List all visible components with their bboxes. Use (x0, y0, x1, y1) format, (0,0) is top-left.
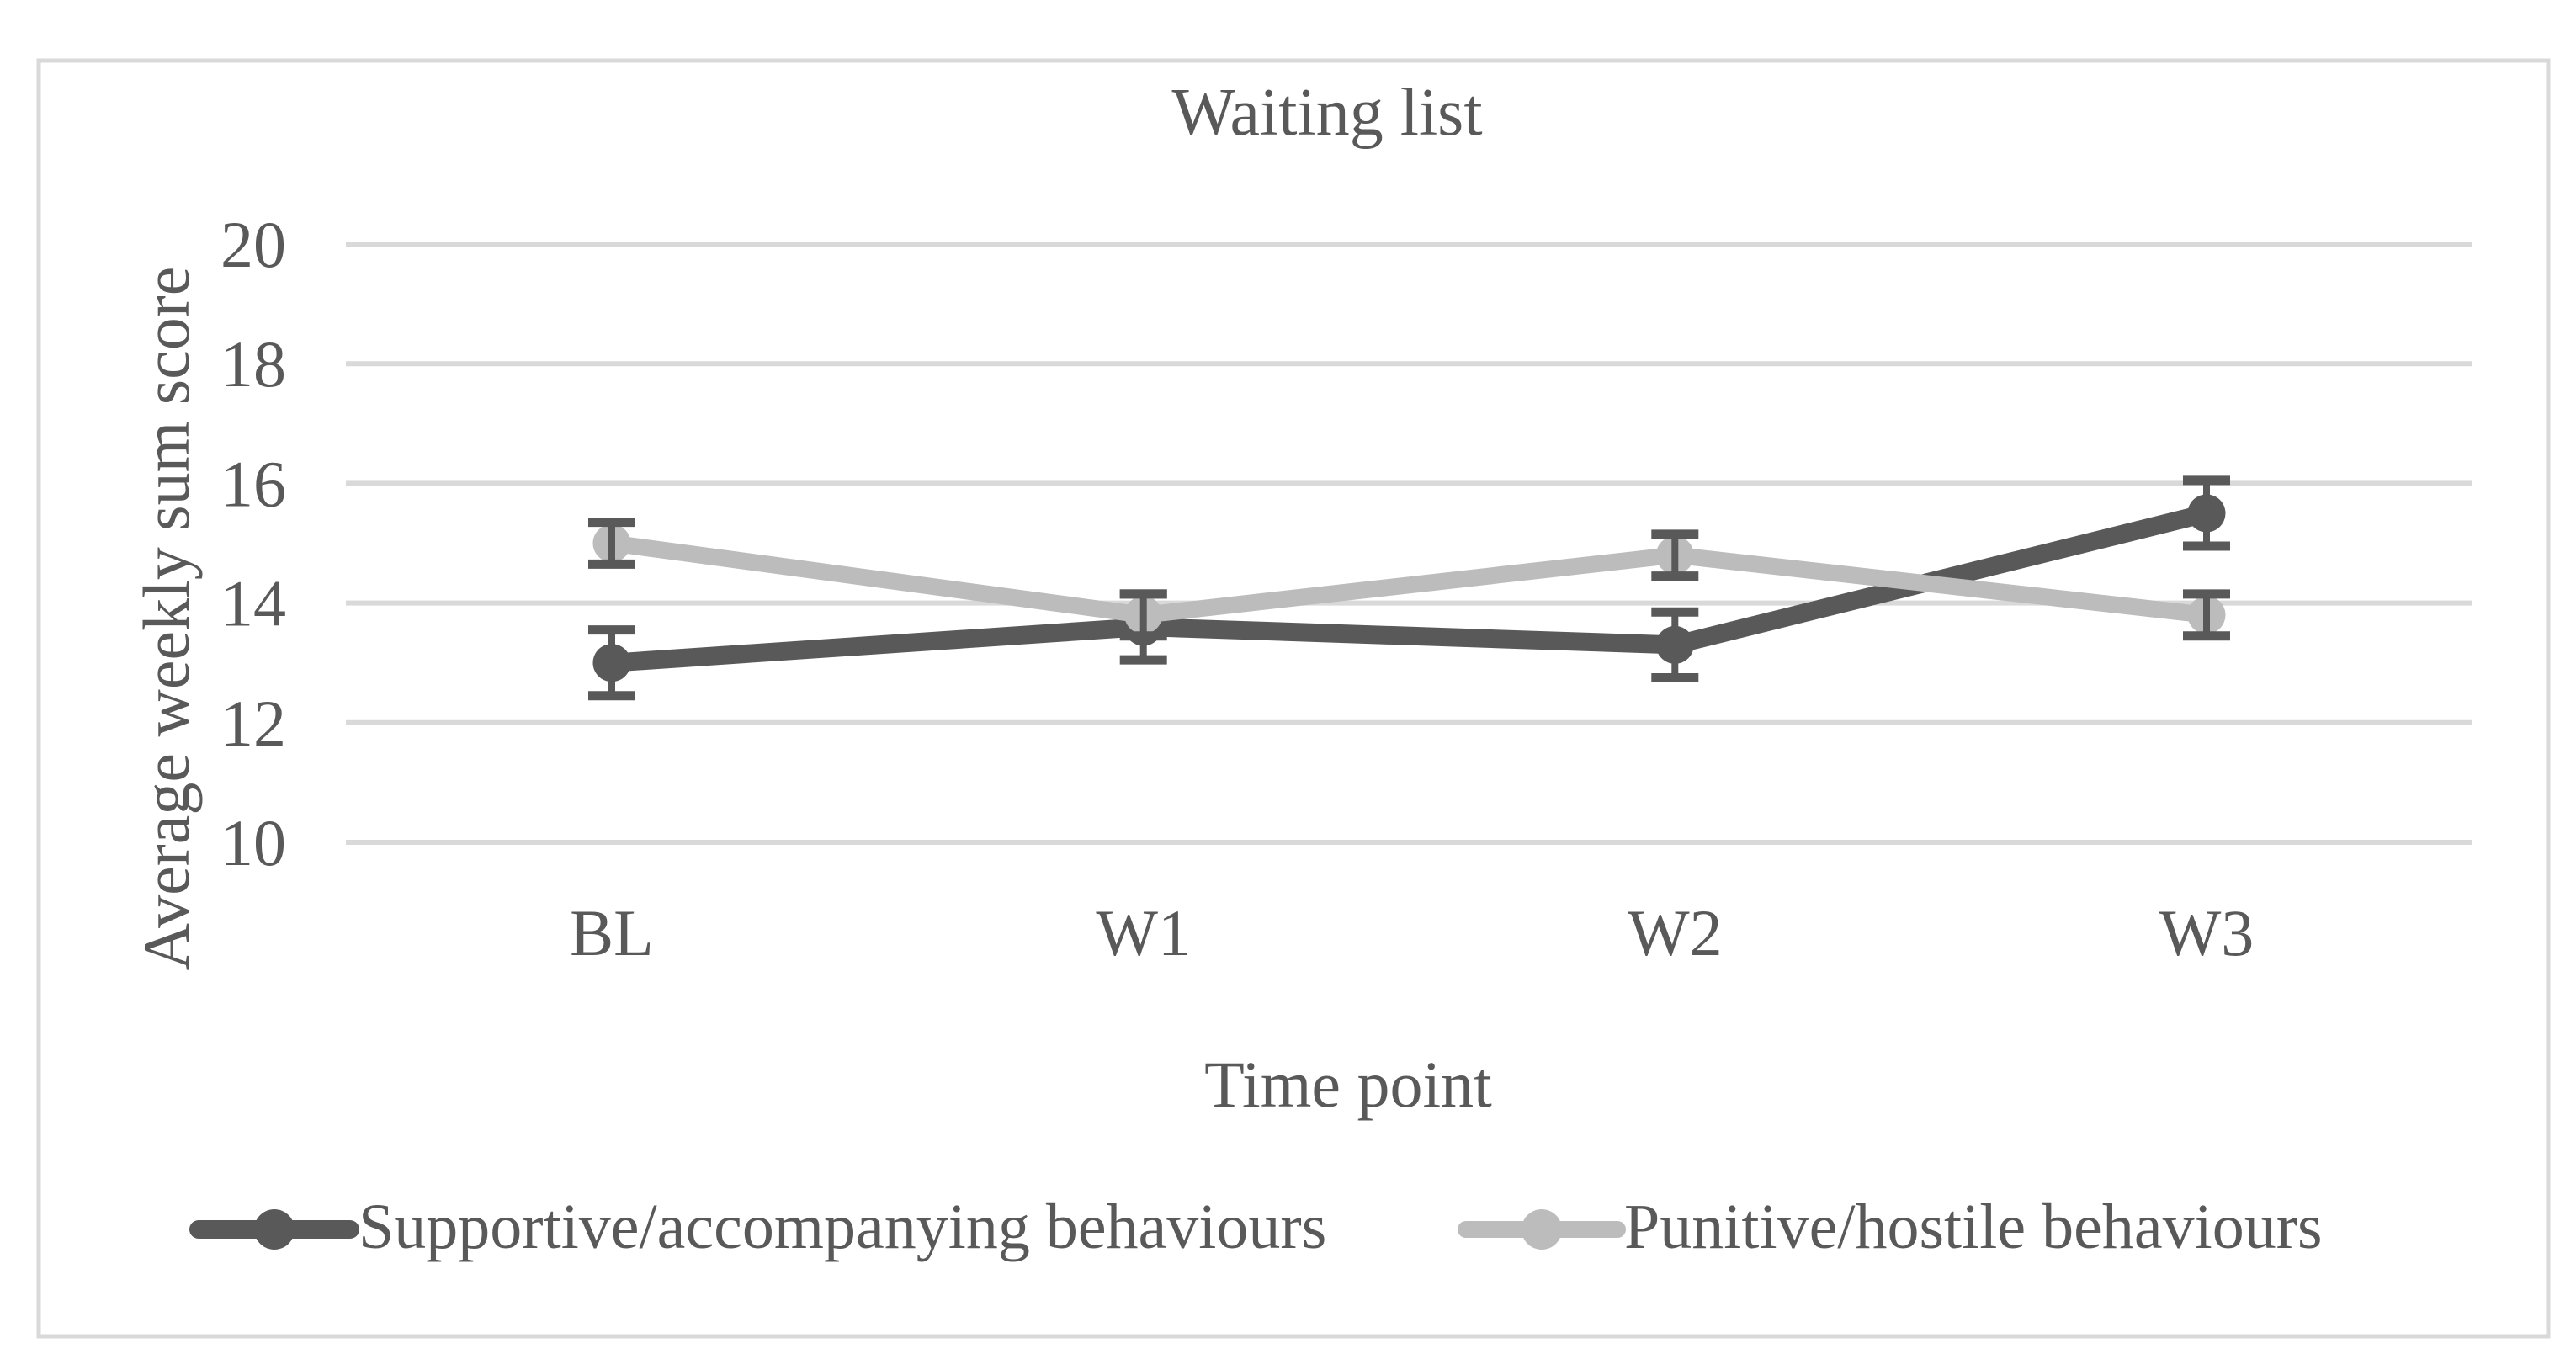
x-axis-title: Time point (1204, 1048, 1492, 1121)
legend-glyphs (189, 1209, 1626, 1250)
x-category-labels: BL W1 W2 W3 (570, 896, 2254, 969)
y-tick-label: 10 (220, 806, 286, 879)
error-bar (1651, 607, 1699, 682)
error-bar (2183, 475, 2230, 551)
error-bar (2183, 589, 2230, 641)
y-tick-labels: 20 18 16 14 12 10 (220, 208, 286, 879)
y-tick-label: 14 (220, 567, 286, 640)
legend-label-supportive: Supportive/accompanying behaviours (359, 1192, 1326, 1262)
legend-item-punitive (1458, 1209, 1626, 1250)
legend-item-supportive (189, 1209, 359, 1250)
series-punitive (588, 518, 2230, 641)
y-tick-label: 16 (220, 447, 286, 520)
chart-title: Waiting list (1171, 76, 1482, 150)
error-bar (1651, 529, 1699, 581)
y-tick-label: 12 (220, 687, 286, 760)
x-category-label: W1 (1096, 896, 1191, 969)
legend: Supportive/accompanying behaviours Punit… (189, 1192, 2323, 1262)
x-category-label: W3 (2159, 896, 2255, 969)
legend-circle-marker (1522, 1209, 1562, 1250)
error-bar (588, 625, 635, 701)
y-tick-label: 20 (220, 208, 286, 281)
x-category-label: BL (570, 896, 654, 969)
series-plot-area (588, 475, 2230, 701)
x-category-label: W2 (1628, 896, 1723, 969)
series-line (603, 534, 2215, 624)
error-bar (1119, 589, 1167, 641)
error-bar (588, 518, 635, 569)
legend-label-punitive: Punitive/hostile behaviours (1624, 1192, 2323, 1262)
gridlines (346, 242, 2472, 845)
chart-border (36, 58, 2551, 1339)
legend-circle-marker (254, 1209, 295, 1250)
y-tick-label: 18 (220, 327, 286, 401)
y-axis-title: Average weekly sum score (130, 267, 203, 971)
